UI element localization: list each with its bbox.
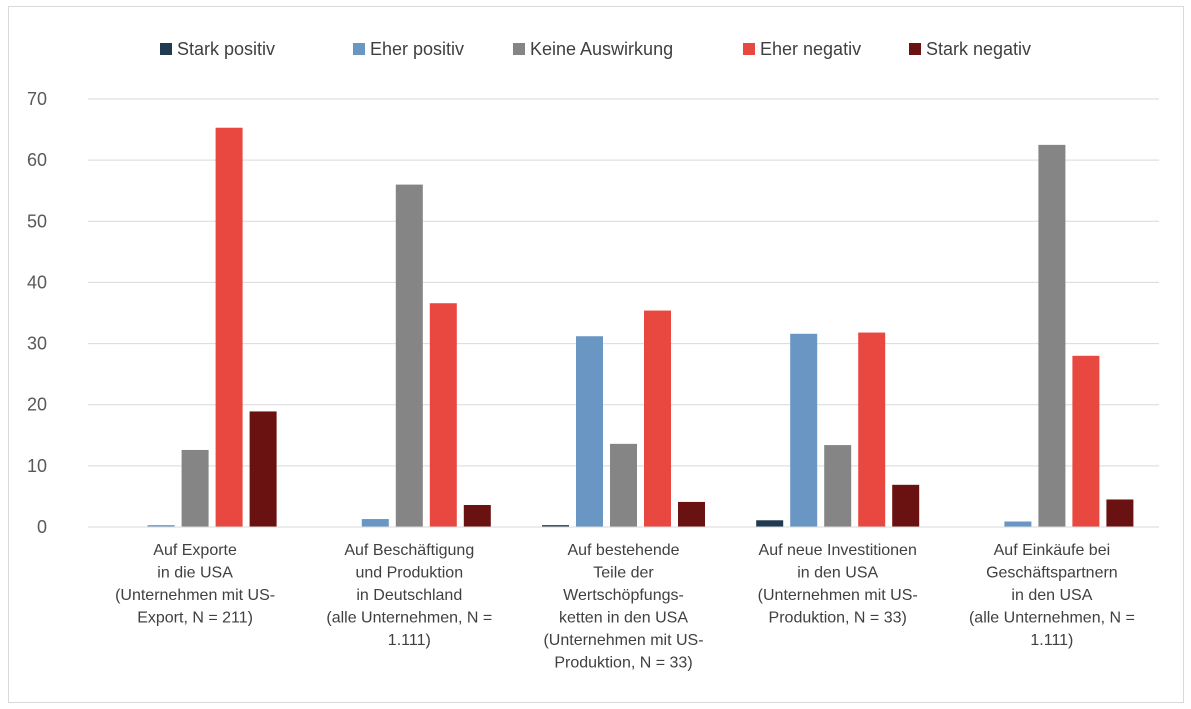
bar-stark-positiv bbox=[542, 525, 569, 527]
x-category-label-line: Auf neue Investitionen bbox=[759, 542, 917, 559]
x-category-label-line: Produktion, N = 33) bbox=[769, 610, 907, 627]
legend-label: Stark negativ bbox=[926, 39, 1031, 59]
bar-stark-negativ bbox=[892, 484, 920, 527]
bar-eher-positiv bbox=[790, 333, 818, 527]
bar-eher-positiv bbox=[1004, 521, 1032, 527]
bar-keine-auswirkung bbox=[395, 184, 423, 527]
legend-swatch bbox=[160, 43, 172, 55]
x-category-label-line: 1.111) bbox=[388, 632, 431, 649]
bars bbox=[147, 127, 1134, 527]
x-category-label-line: ketten in den USA bbox=[559, 610, 688, 627]
x-category-label: Auf neue Investitionen in den USA (Unterne… bbox=[758, 542, 918, 627]
x-category-label-line: Produktion, N = 33) bbox=[554, 655, 692, 672]
x-category-label-line: Wertschöpfungs- bbox=[563, 587, 684, 604]
x-category-label-line: Auf Einkäufe bei bbox=[994, 542, 1111, 559]
x-category-label-line: in den USA bbox=[797, 565, 878, 582]
x-category-label-line: Auf Exporte bbox=[153, 542, 237, 559]
legend-item: Stark negativ bbox=[909, 39, 1031, 59]
x-category-label-line: in Deutschland bbox=[356, 587, 462, 604]
bar-chart: Stark positiv Eher positiv Keine Auswirkun… bbox=[27, 39, 1159, 672]
bar-eher-negativ bbox=[1072, 355, 1100, 527]
bar-eher-negativ bbox=[429, 303, 457, 527]
x-category-label-line: (alle Unternehmen, N = bbox=[326, 610, 492, 627]
bar-stark-negativ bbox=[678, 501, 705, 527]
bar-eher-negativ bbox=[215, 127, 243, 527]
x-axis: Auf Exporte in die USA (Unternehmen mit US… bbox=[88, 526, 1159, 672]
y-tick-label: 10 bbox=[27, 456, 47, 476]
legend-item: Stark positiv bbox=[160, 39, 275, 59]
x-category-label: Auf bestehende Teile der Wertschöpfungs-ke… bbox=[543, 542, 703, 672]
x-category-label-line: in die USA bbox=[157, 565, 233, 582]
y-tick-label: 70 bbox=[27, 89, 47, 109]
x-category-label: Auf Einkäufe bei Geschäftspartnern in den … bbox=[969, 542, 1135, 649]
x-category-label-line: und Produktion bbox=[355, 565, 463, 582]
bar-keine-auswirkung bbox=[824, 445, 852, 527]
bar-eher-positiv bbox=[361, 519, 389, 527]
x-category-label-line: Teile der bbox=[593, 565, 654, 582]
x-category-label: Auf Beschäftigung und Produktion in Deutsc… bbox=[326, 542, 492, 649]
x-category-label-line: (Unternehmen mit US- bbox=[115, 587, 275, 604]
legend-item: Eher positiv bbox=[353, 39, 464, 59]
legend-label: Keine Auswirkung bbox=[530, 39, 673, 59]
bar-stark-negativ bbox=[249, 411, 277, 527]
legend-item: Keine Auswirkung bbox=[513, 39, 673, 59]
x-category-label-line: Geschäftspartnern bbox=[986, 565, 1118, 582]
bar-keine-auswirkung bbox=[610, 443, 637, 527]
y-axis: 0 10 20 30 40 50 60 70 bbox=[27, 89, 47, 537]
legend-swatch bbox=[909, 43, 921, 55]
chart-frame: Stark positiv Eher positiv Keine Auswirkun… bbox=[8, 6, 1184, 703]
legend: Stark positiv Eher positiv Keine Auswirkun… bbox=[160, 39, 1031, 59]
x-category-label-line: in den USA bbox=[1011, 587, 1092, 604]
bar-eher-negativ bbox=[858, 332, 886, 527]
gridlines bbox=[88, 98, 1159, 467]
y-tick-label: 40 bbox=[27, 272, 47, 292]
bar-stark-positiv bbox=[756, 520, 784, 527]
x-category-label-line: Auf Beschäftigung bbox=[344, 542, 474, 559]
legend-label: Eher positiv bbox=[370, 39, 464, 59]
bar-stark-negativ bbox=[1106, 499, 1134, 527]
bar-eher-positiv bbox=[576, 336, 603, 527]
x-category-label-line: (alle Unternehmen, N = bbox=[969, 610, 1135, 627]
bar-stark-negativ bbox=[463, 504, 491, 527]
bar-eher-positiv bbox=[147, 525, 175, 527]
y-tick-label: 60 bbox=[27, 150, 47, 170]
x-category-label-line: (Unternehmen mit US- bbox=[758, 587, 918, 604]
legend-label: Eher negativ bbox=[760, 39, 861, 59]
legend-label: Stark positiv bbox=[177, 39, 275, 59]
legend-swatch bbox=[353, 43, 365, 55]
y-tick-label: 50 bbox=[27, 211, 47, 231]
y-tick-label: 0 bbox=[37, 517, 47, 537]
x-category-label-line: Auf bestehende bbox=[567, 542, 679, 559]
x-category-label-line: (Unternehmen mit US- bbox=[543, 632, 703, 649]
x-category-label-line: Export, N = 211) bbox=[137, 610, 253, 627]
bar-eher-negativ bbox=[644, 310, 671, 527]
legend-item: Eher negativ bbox=[743, 39, 861, 59]
bar-keine-auswirkung bbox=[181, 449, 209, 527]
y-tick-label: 20 bbox=[27, 395, 47, 415]
legend-swatch bbox=[743, 43, 755, 55]
x-category-label-line: 1.111) bbox=[1030, 632, 1073, 649]
legend-swatch bbox=[513, 43, 525, 55]
bar-keine-auswirkung bbox=[1038, 144, 1066, 527]
y-tick-label: 30 bbox=[27, 334, 47, 354]
x-category-label: Auf Exporte in die USA (Unternehmen mit US… bbox=[115, 542, 275, 627]
